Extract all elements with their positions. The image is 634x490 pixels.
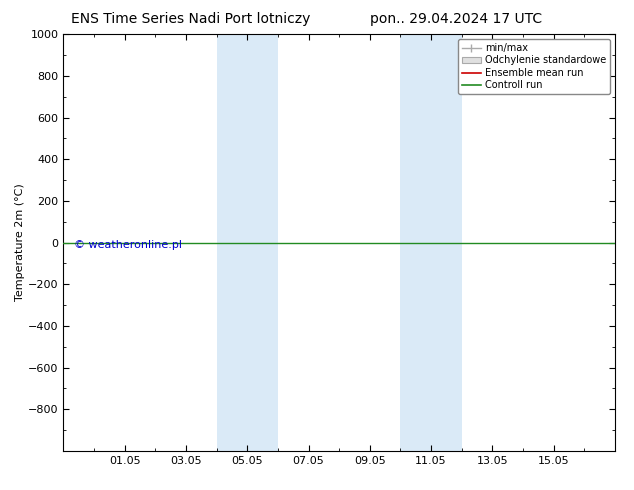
- Text: pon.. 29.04.2024 17 UTC: pon.. 29.04.2024 17 UTC: [370, 12, 543, 26]
- Text: ENS Time Series Nadi Port lotniczy: ENS Time Series Nadi Port lotniczy: [70, 12, 310, 26]
- Text: © weatheronline.pl: © weatheronline.pl: [74, 241, 183, 250]
- Bar: [217, 34, 278, 451]
- Legend: min/max, Odchylenie standardowe, Ensemble mean run, Controll run: min/max, Odchylenie standardowe, Ensembl…: [458, 39, 610, 94]
- Y-axis label: Temperature 2m (°C): Temperature 2m (°C): [15, 184, 25, 301]
- Bar: [401, 34, 462, 451]
